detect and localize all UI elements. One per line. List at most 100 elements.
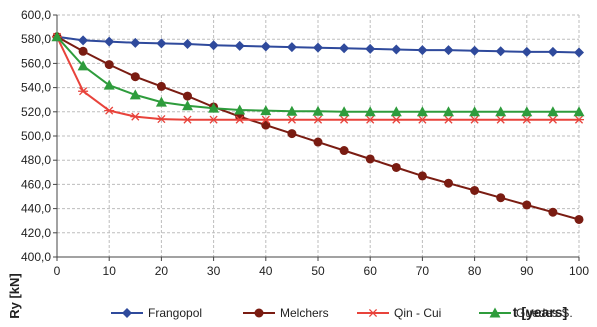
legend-item-melchers: Melchers bbox=[243, 306, 329, 320]
data-point-qin-cui bbox=[391, 115, 402, 124]
y-axis-title: Ry [kN] bbox=[7, 273, 22, 319]
data-point-frangopol bbox=[495, 46, 506, 57]
data-point-guedes-s bbox=[495, 106, 507, 117]
x-tick-label: 70 bbox=[416, 264, 430, 278]
x-tick-label: 0 bbox=[54, 264, 61, 278]
legend-label: Melchers bbox=[280, 306, 329, 320]
data-point-qin-cui bbox=[104, 106, 115, 115]
data-point-melchers bbox=[156, 81, 166, 91]
data-point-guedes-s bbox=[260, 105, 272, 116]
data-point-melchers bbox=[339, 146, 349, 156]
data-point-frangopol bbox=[443, 45, 454, 56]
series-layer bbox=[51, 31, 585, 224]
data-point-guedes-s bbox=[547, 106, 559, 117]
legend-marker bbox=[254, 308, 264, 318]
data-point-melchers bbox=[522, 200, 532, 210]
data-point-frangopol bbox=[182, 39, 193, 50]
data-point-melchers bbox=[444, 178, 453, 188]
data-point-guedes-s bbox=[390, 106, 402, 117]
data-point-melchers bbox=[130, 72, 140, 82]
data-point-qin-cui bbox=[443, 115, 454, 124]
data-point-frangopol bbox=[339, 43, 350, 54]
data-point-frangopol bbox=[574, 47, 584, 58]
data-point-guedes-s bbox=[103, 79, 115, 90]
data-point-guedes-s bbox=[286, 105, 298, 116]
data-point-guedes-s bbox=[77, 60, 89, 71]
legend-marker bbox=[489, 307, 501, 318]
legend-item-guedes-s: Guedes S. bbox=[479, 306, 573, 320]
data-point-melchers bbox=[365, 154, 375, 164]
data-point-guedes-s bbox=[416, 106, 428, 117]
data-point-qin-cui bbox=[156, 115, 167, 124]
legend-marker bbox=[368, 308, 378, 318]
legend-marker bbox=[122, 308, 132, 318]
x-tick-labels: 0 10 20 30 40 50 60 70 80 90 100 bbox=[54, 257, 589, 278]
y-tick-label: 600,0 bbox=[21, 8, 51, 22]
data-point-melchers bbox=[548, 207, 558, 217]
data-point-qin-cui bbox=[78, 87, 89, 96]
legend-label: Qin - Cui bbox=[394, 306, 441, 320]
x-tick-label: 100 bbox=[569, 264, 589, 278]
legend-item-qin-cui: Qin - Cui bbox=[357, 306, 441, 320]
data-point-frangopol bbox=[130, 37, 141, 48]
y-tick-label: 500,0 bbox=[21, 129, 51, 143]
data-point-frangopol bbox=[469, 45, 480, 56]
data-point-qin-cui bbox=[313, 115, 323, 124]
x-axis-title: t [years] bbox=[513, 304, 567, 320]
x-tick-label: 50 bbox=[311, 264, 325, 278]
data-point-qin-cui bbox=[286, 115, 297, 124]
data-point-melchers bbox=[78, 46, 88, 56]
data-point-frangopol bbox=[156, 38, 167, 49]
data-point-guedes-s bbox=[469, 106, 481, 117]
data-point-melchers bbox=[287, 129, 297, 139]
data-point-guedes-s bbox=[182, 100, 193, 111]
data-point-guedes-s bbox=[51, 31, 63, 42]
y-tick-label: 460,0 bbox=[21, 177, 51, 191]
data-point-frangopol bbox=[78, 35, 89, 46]
data-point-melchers bbox=[574, 214, 584, 224]
data-point-frangopol bbox=[521, 46, 532, 57]
data-point-guedes-s bbox=[312, 105, 324, 116]
data-point-qin-cui bbox=[574, 115, 584, 124]
legend: Frangopol Melchers Qin - Cui Guedes S. bbox=[111, 306, 573, 320]
y-tick-label: 400,0 bbox=[21, 250, 51, 264]
y-tick-label: 580,0 bbox=[21, 32, 51, 46]
data-point-melchers bbox=[261, 120, 271, 130]
data-point-frangopol bbox=[547, 46, 558, 57]
data-point-qin-cui bbox=[260, 115, 271, 124]
data-point-qin-cui bbox=[547, 115, 558, 124]
x-tick-label: 10 bbox=[103, 264, 117, 278]
y-tick-label: 520,0 bbox=[21, 105, 51, 119]
data-point-qin-cui bbox=[130, 112, 141, 121]
data-point-frangopol bbox=[286, 42, 297, 53]
data-point-melchers bbox=[496, 193, 506, 203]
data-point-qin-cui bbox=[208, 115, 219, 124]
y-tick-label: 480,0 bbox=[21, 153, 51, 167]
data-point-qin-cui bbox=[417, 115, 428, 124]
data-point-melchers bbox=[417, 171, 427, 181]
data-point-frangopol bbox=[104, 36, 115, 47]
data-point-melchers bbox=[313, 137, 323, 147]
x-tick-label: 90 bbox=[520, 264, 534, 278]
y-tick-labels: 400,0 420,0 440,0 460,0 480,0 500,0 520,0 540,0… bbox=[21, 8, 57, 264]
y-tick-label: 540,0 bbox=[21, 81, 51, 95]
data-point-melchers bbox=[183, 91, 192, 101]
data-point-qin-cui bbox=[234, 115, 245, 124]
x-tick-label: 40 bbox=[259, 264, 273, 278]
data-point-frangopol bbox=[260, 41, 271, 52]
data-point-melchers bbox=[391, 162, 401, 172]
data-point-guedes-s bbox=[234, 104, 246, 115]
data-point-melchers bbox=[104, 60, 114, 70]
y-tick-label: 420,0 bbox=[21, 226, 51, 240]
x-tick-label: 30 bbox=[207, 264, 221, 278]
y-tick-label: 560,0 bbox=[21, 56, 51, 70]
data-point-frangopol bbox=[417, 45, 428, 56]
y-tick-label: 440,0 bbox=[21, 202, 51, 216]
data-point-qin-cui bbox=[182, 115, 193, 124]
data-point-qin-cui bbox=[495, 115, 506, 124]
data-point-frangopol bbox=[234, 40, 245, 51]
data-point-qin-cui bbox=[469, 115, 480, 124]
data-point-guedes-s bbox=[573, 106, 585, 117]
legend-label: Guedes S. bbox=[516, 306, 573, 320]
